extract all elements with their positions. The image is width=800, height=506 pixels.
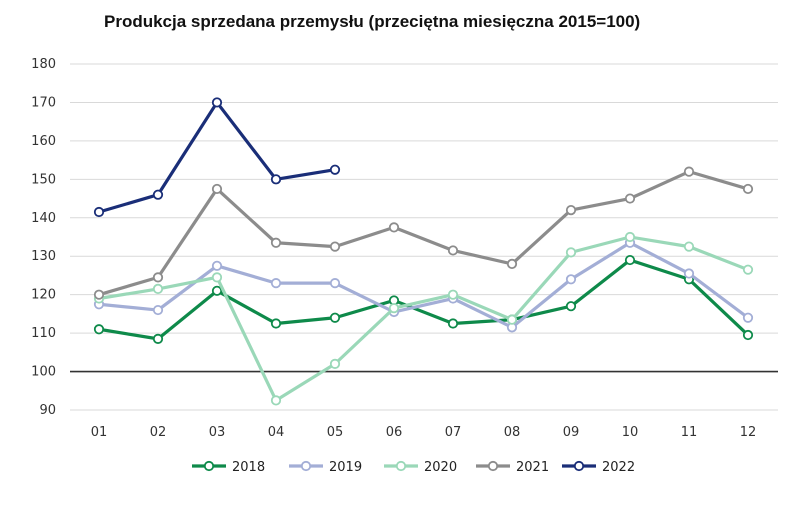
data-point-2018 <box>152 333 164 344</box>
data-point-2022 <box>211 97 223 108</box>
data-point-2021 <box>447 245 459 256</box>
data-point-2020 <box>624 231 636 243</box>
data-point-2018 <box>93 324 105 335</box>
series-2020 <box>93 231 754 406</box>
data-point-2021 <box>683 166 695 177</box>
legend-marker <box>300 460 312 472</box>
y-axis-ticks: 90 100 110 120 130 140 150 160 170 180 <box>31 57 56 418</box>
data-point-2021 <box>624 193 636 204</box>
y-tick-label: 100 <box>31 365 56 380</box>
data-point-2020 <box>152 283 164 294</box>
data-point-2020 <box>565 247 577 258</box>
data-point-2018 <box>211 285 223 296</box>
series-2018 <box>93 254 754 344</box>
series-2019 <box>93 237 754 333</box>
legend-label: 2021 <box>516 460 549 475</box>
series-line-2022 <box>97 100 337 214</box>
y-tick-label: 180 <box>31 57 56 72</box>
x-tick-label: 07 <box>445 425 462 440</box>
legend-marker <box>487 460 499 472</box>
data-point-2021 <box>388 222 400 233</box>
y-tick-label: 120 <box>31 288 56 303</box>
legend-item-2018: 2018 <box>192 460 265 475</box>
data-point-2021 <box>93 289 105 300</box>
data-point-2018 <box>270 318 282 329</box>
data-point-2018 <box>329 312 341 323</box>
legend-label: 2019 <box>329 460 362 475</box>
data-point-2021 <box>742 183 754 195</box>
data-point-2022 <box>270 174 282 185</box>
data-point-2021 <box>329 241 341 252</box>
series-2022 <box>93 97 341 218</box>
x-tick-label: 10 <box>622 425 639 440</box>
y-tick-label: 150 <box>31 172 56 187</box>
y-tick-label: 170 <box>31 95 56 110</box>
x-tick-label: 03 <box>209 425 226 440</box>
series-line-2021 <box>97 170 750 297</box>
data-point-2022 <box>329 164 341 175</box>
data-point-2021 <box>152 272 164 283</box>
legend-marker <box>203 460 215 472</box>
legend-marker <box>573 460 585 472</box>
data-point-2022 <box>152 189 164 200</box>
data-point-2019 <box>211 260 223 271</box>
x-tick-label: 11 <box>681 425 698 440</box>
data-point-2018 <box>624 254 636 266</box>
x-tick-label: 08 <box>504 425 521 440</box>
x-tick-label: 01 <box>91 425 108 440</box>
legend-label: 2018 <box>232 460 265 475</box>
y-tick-label: 110 <box>31 326 56 341</box>
data-point-2021 <box>506 258 518 270</box>
legend-item-2021: 2021 <box>476 460 549 475</box>
y-tick-label: 90 <box>39 403 56 418</box>
data-point-2022 <box>93 206 105 218</box>
data-point-2019 <box>152 304 164 316</box>
data-point-2020 <box>329 358 341 369</box>
x-tick-label: 02 <box>150 425 167 440</box>
data-point-2020 <box>211 272 223 283</box>
data-point-2020 <box>683 241 695 252</box>
x-tick-label: 06 <box>386 425 403 440</box>
series-2021 <box>93 166 754 300</box>
series-line-2018 <box>97 258 750 341</box>
chart-title: Produkcja sprzedana przemysłu (przeciętn… <box>104 12 641 31</box>
x-tick-label: 09 <box>563 425 580 440</box>
y-tick-label: 140 <box>31 211 56 226</box>
data-point-2018 <box>565 301 577 312</box>
data-point-2019 <box>565 274 577 285</box>
y-tick-label: 130 <box>31 249 56 264</box>
legend-label: 2020 <box>424 460 457 475</box>
x-tick-label: 05 <box>327 425 344 440</box>
series-line-2020 <box>97 235 750 402</box>
grid <box>70 63 778 411</box>
legend-label: 2022 <box>602 460 635 475</box>
x-tick-label: 12 <box>740 425 757 440</box>
data-point-2020 <box>506 314 518 325</box>
data-point-2019 <box>270 278 282 289</box>
x-tick-label: 04 <box>268 425 285 440</box>
data-point-2019 <box>329 278 341 289</box>
legend-item-2019: 2019 <box>289 460 362 475</box>
legend-item-2022: 2022 <box>562 460 635 475</box>
data-point-2018 <box>742 329 754 341</box>
y-tick-label: 160 <box>31 134 56 149</box>
data-point-2019 <box>742 312 754 323</box>
series-group <box>93 97 754 406</box>
legend-item-2020: 2020 <box>384 460 457 475</box>
legend-marker <box>395 460 407 472</box>
data-point-2021 <box>565 204 577 216</box>
data-point-2020 <box>447 289 459 300</box>
data-point-2021 <box>211 183 223 195</box>
data-point-2020 <box>270 395 282 406</box>
data-point-2021 <box>270 237 282 248</box>
data-point-2020 <box>742 264 754 275</box>
legend: 2018 2019 2020 2021 2022 <box>192 460 635 475</box>
series-line-2019 <box>97 241 750 329</box>
data-point-2019 <box>683 268 695 279</box>
data-point-2020 <box>388 303 400 314</box>
x-axis-ticks: 01 02 03 04 05 06 07 08 09 10 11 12 <box>91 425 757 440</box>
data-point-2018 <box>447 318 459 329</box>
